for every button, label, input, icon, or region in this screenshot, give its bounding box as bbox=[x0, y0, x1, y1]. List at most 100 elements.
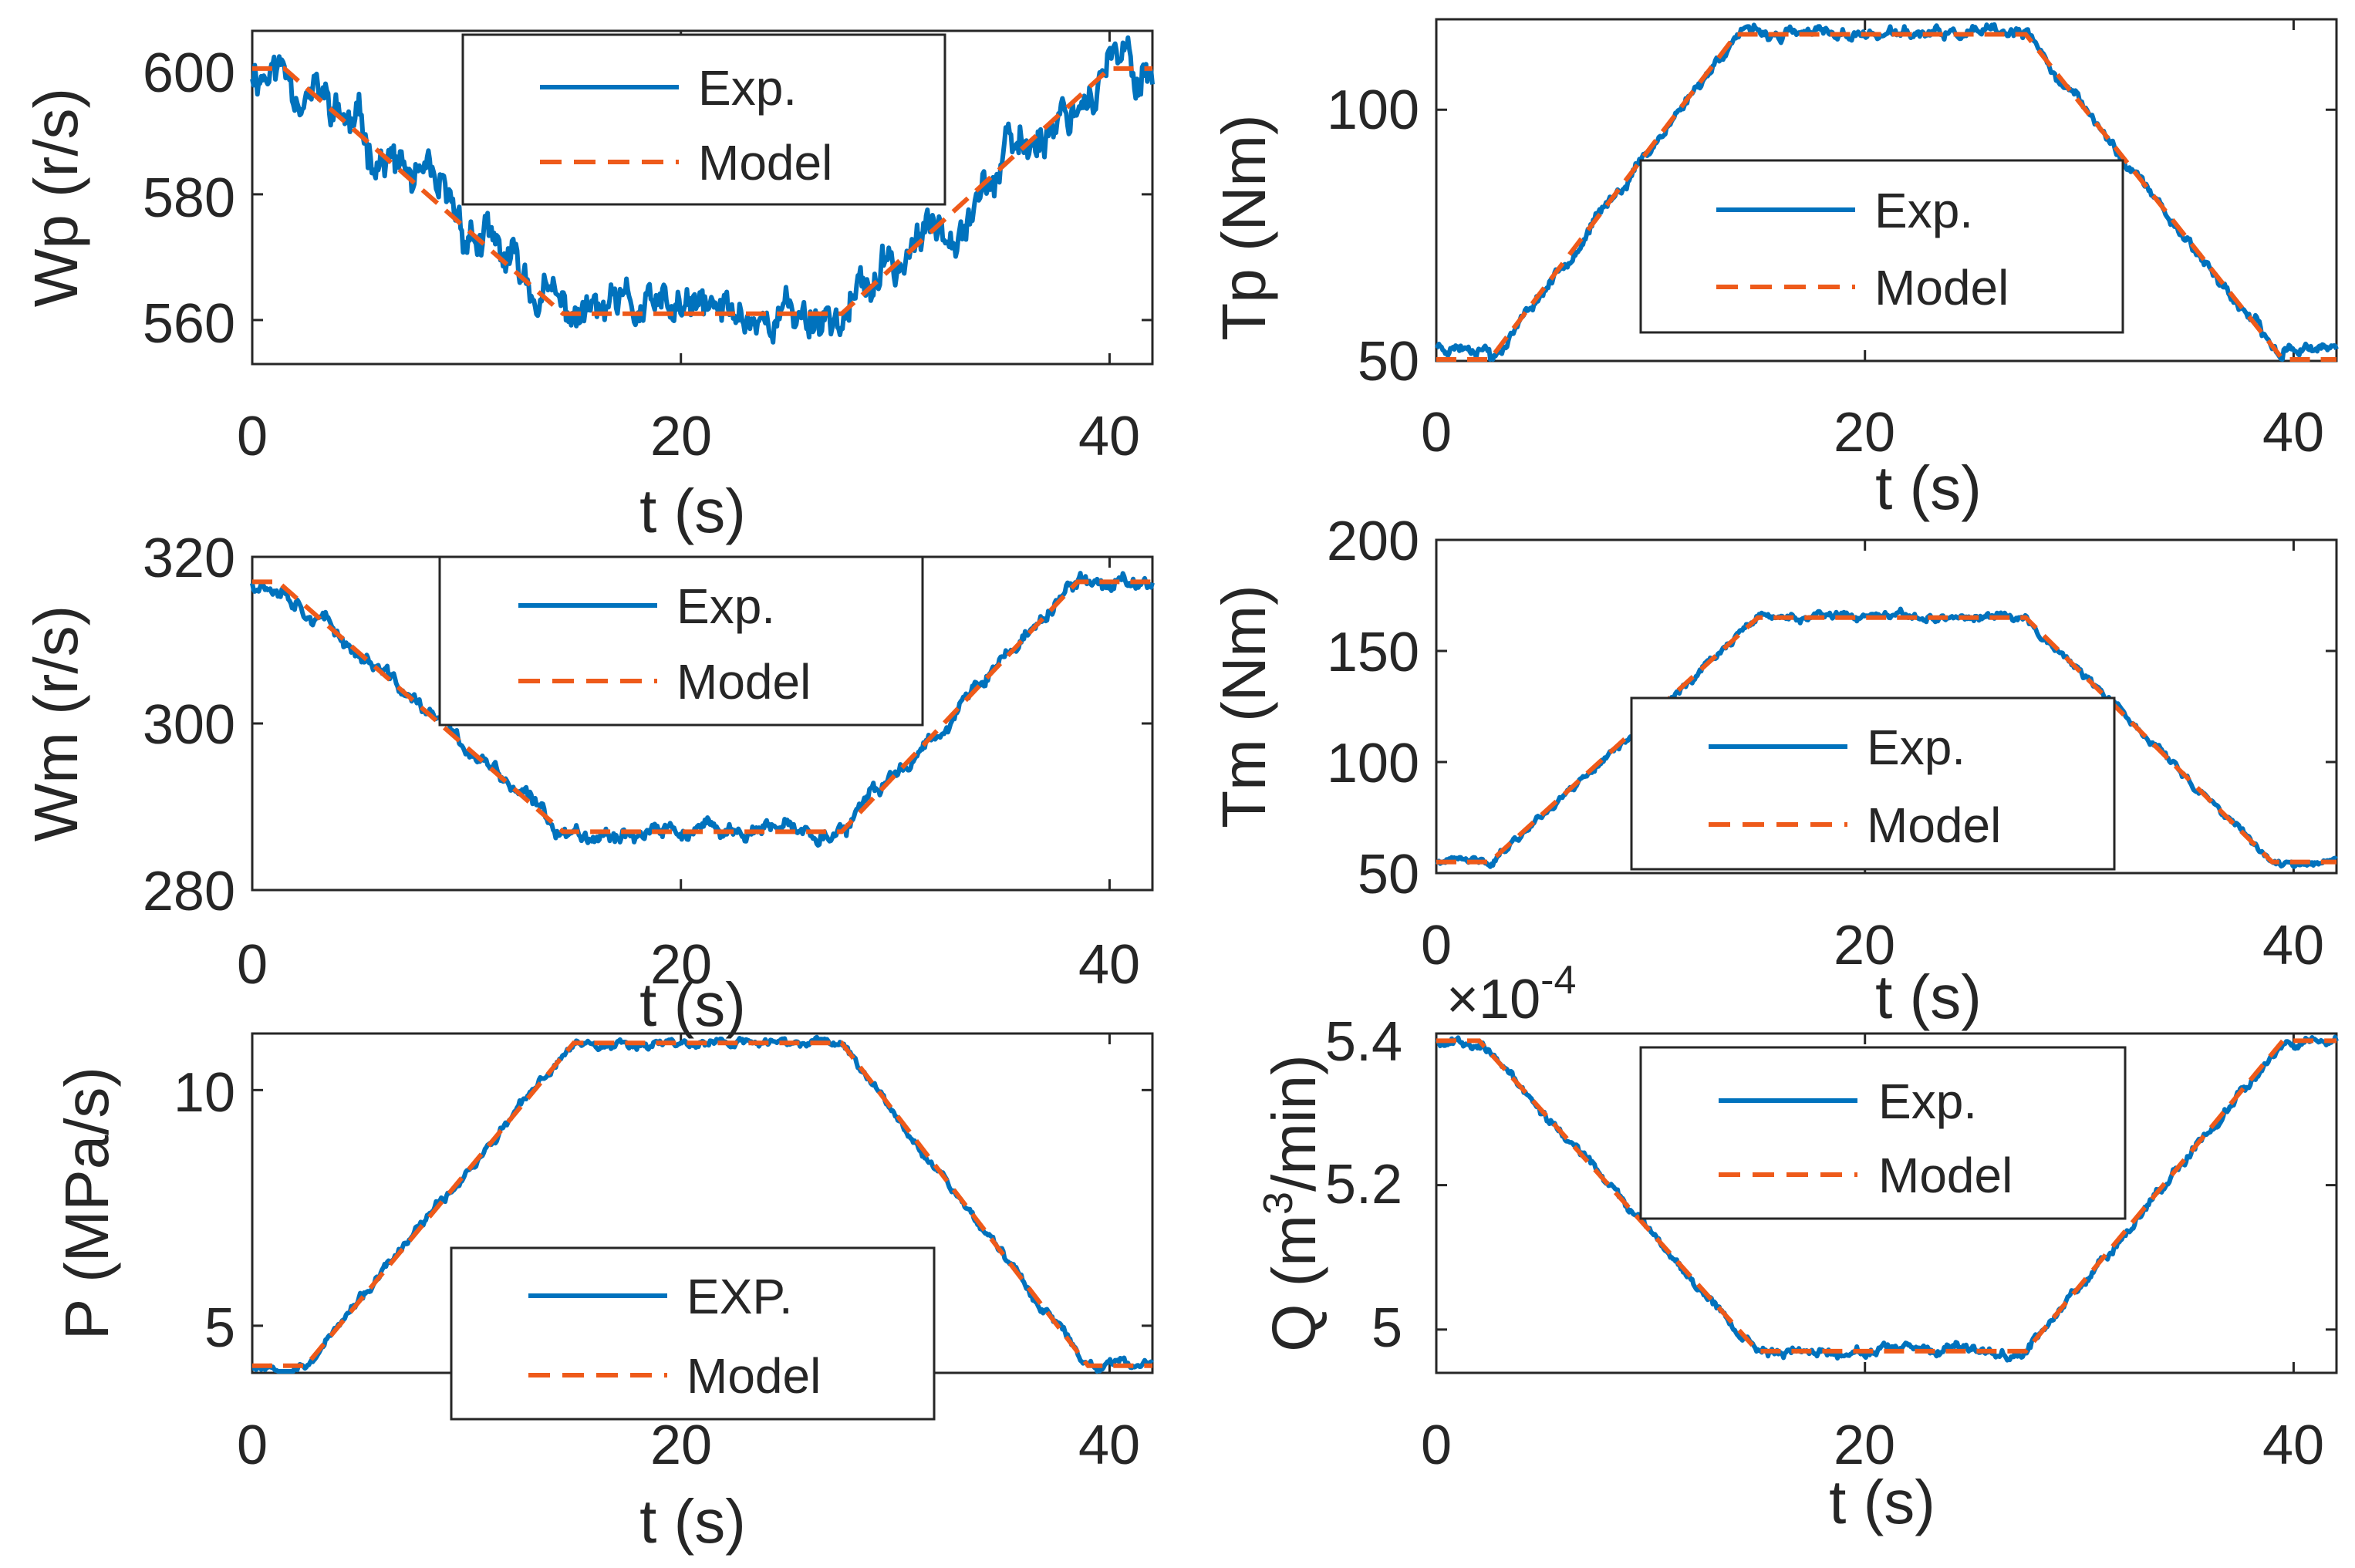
q-ytick-5: 5 bbox=[1372, 1297, 1402, 1359]
tp-legend: Exp. Model bbox=[1639, 159, 2124, 334]
wm-legend-model-label: Model bbox=[676, 654, 811, 710]
q-series-layer bbox=[1435, 1034, 2339, 1373]
panel-p: 0 20 40 5 10 t (s) P (MPa/s) EXP. Model bbox=[52, 1032, 1154, 1556]
tm-series-layer bbox=[1435, 538, 2338, 875]
tp-ytick-100: 100 bbox=[1327, 79, 1419, 141]
tm-legend-box bbox=[1630, 696, 2116, 871]
wp-legend: Exp. Model bbox=[461, 33, 946, 206]
tm-axes-box bbox=[1435, 538, 2338, 875]
tm-ytick-100: 100 bbox=[1327, 733, 1419, 794]
p-xtick-0: 0 bbox=[237, 1415, 268, 1476]
tm-ytick-150: 150 bbox=[1327, 622, 1419, 683]
wp-ytick-600: 600 bbox=[143, 42, 235, 104]
wp-xtick-20: 20 bbox=[650, 406, 712, 467]
wp-ylabel: Wp (r/s) bbox=[22, 88, 90, 307]
wp-legend-exp-label: Exp. bbox=[698, 60, 797, 116]
q-ylabel: Q (m3/min) bbox=[1255, 1054, 1328, 1352]
wm-legend-exp-label: Exp. bbox=[676, 578, 775, 634]
p-xtick-20: 20 bbox=[650, 1415, 712, 1476]
panel-wp: 0 20 40 560 580 600 t (s) Wp (r/s) Exp. … bbox=[22, 29, 1155, 545]
wp-xtick-0: 0 bbox=[237, 406, 268, 467]
q-legend-model-label: Model bbox=[1878, 1148, 2013, 1203]
tm-xtick-40: 40 bbox=[2262, 915, 2324, 976]
wm-model-line bbox=[252, 579, 1152, 835]
p-ylabel: P (MPa/s) bbox=[52, 1067, 121, 1340]
q-axes-box bbox=[1435, 1032, 2338, 1374]
wm-xtick-40: 40 bbox=[1078, 934, 1140, 996]
tp-xtick-40: 40 bbox=[2262, 402, 2324, 464]
p-legend: EXP. Model bbox=[450, 1246, 936, 1421]
tm-xlabel: t (s) bbox=[1875, 963, 1982, 1031]
q-ylabel-tail: /min) bbox=[1260, 1054, 1328, 1192]
p-series-layer bbox=[251, 1034, 1154, 1374]
wm-ytick-320: 320 bbox=[143, 528, 235, 589]
p-xtick-40: 40 bbox=[1078, 1415, 1140, 1476]
tp-legend-box bbox=[1639, 159, 2124, 334]
tp-ytick-50: 50 bbox=[1358, 331, 1419, 393]
tp-legend-model-label: Model bbox=[1874, 260, 2009, 315]
panel-q: 0 20 40 5 5.2 5.4 ×10-4 t (s) Q (m3/min)… bbox=[1255, 958, 2339, 1536]
tm-ytick-50: 50 bbox=[1358, 844, 1419, 905]
tp-exp-line bbox=[1434, 22, 2339, 362]
wp-model-line bbox=[252, 66, 1152, 316]
p-legend-exp-label: EXP. bbox=[687, 1269, 793, 1324]
wp-xtick-40: 40 bbox=[1078, 406, 1140, 467]
wp-exp-line bbox=[250, 35, 1155, 345]
q-legend: Exp. Model bbox=[1639, 1046, 2127, 1220]
wm-ylabel: Wm (r/s) bbox=[22, 605, 90, 842]
wp-ytick-560: 560 bbox=[143, 293, 235, 355]
q-xtick-0: 0 bbox=[1421, 1415, 1452, 1476]
q-ylabel-main: Q (m bbox=[1260, 1215, 1328, 1352]
wp-ytick-580: 580 bbox=[143, 167, 235, 229]
wm-xtick-0: 0 bbox=[237, 934, 268, 996]
q-xtick-40: 40 bbox=[2262, 1415, 2324, 1476]
wm-ytick-280: 280 bbox=[143, 861, 235, 922]
p-ytick-10: 10 bbox=[174, 1062, 235, 1124]
p-legend-box bbox=[450, 1246, 936, 1421]
q-ytick-5-4: 5.4 bbox=[1325, 1011, 1402, 1073]
wp-legend-box bbox=[461, 33, 946, 206]
q-xlabel: t (s) bbox=[1829, 1468, 1935, 1536]
wm-ytick-300: 300 bbox=[143, 694, 235, 756]
tp-xtick-20: 20 bbox=[1834, 402, 1895, 464]
p-ytick-5: 5 bbox=[204, 1297, 235, 1359]
wm-legend: Exp. Model bbox=[438, 555, 924, 727]
panel-tm: 0 20 40 50 100 150 200 t (s) Tm (Nm) Exp… bbox=[1210, 511, 2338, 1031]
q-exponent-power: -4 bbox=[1540, 958, 1576, 1003]
tp-series-layer bbox=[1434, 19, 2339, 362]
wp-legend-model-label: Model bbox=[698, 135, 832, 191]
panel-wm: 0 20 40 280 300 320 t (s) Wm (r/s) Exp. … bbox=[22, 528, 1155, 1039]
tp-xlabel: t (s) bbox=[1875, 454, 1982, 522]
wp-axes-box bbox=[251, 29, 1154, 366]
tm-model-line bbox=[1436, 615, 2336, 865]
q-legend-box bbox=[1639, 1046, 2127, 1220]
wp-xlabel: t (s) bbox=[639, 477, 746, 545]
tm-ylabel: Tm (Nm) bbox=[1210, 585, 1278, 828]
p-model-line bbox=[252, 1040, 1152, 1368]
q-xtick-20: 20 bbox=[1834, 1415, 1895, 1476]
wm-xtick-20: 20 bbox=[650, 934, 712, 996]
tm-xtick-20: 20 bbox=[1834, 915, 1895, 976]
panel-tp: 0 20 40 50 100 t (s) Tp (Nm) Exp. Model bbox=[1210, 18, 2339, 522]
tm-ytick-200: 200 bbox=[1327, 511, 1419, 572]
tm-legend-model-label: Model bbox=[1867, 797, 2001, 853]
tp-legend-exp-label: Exp. bbox=[1874, 183, 1973, 238]
q-exponent-base: ×10 bbox=[1446, 969, 1540, 1030]
q-ytick-5-2: 5.2 bbox=[1325, 1154, 1402, 1216]
tm-xtick-0: 0 bbox=[1421, 915, 1452, 976]
tp-axes-box bbox=[1435, 18, 2338, 362]
wm-xlabel: t (s) bbox=[639, 970, 746, 1039]
tm-legend-exp-label: Exp. bbox=[1867, 720, 1965, 775]
p-xlabel: t (s) bbox=[639, 1487, 746, 1556]
q-legend-exp-label: Exp. bbox=[1878, 1074, 1977, 1129]
q-model-line bbox=[1436, 1038, 2336, 1354]
tp-ylabel: Tp (Nm) bbox=[1210, 114, 1278, 340]
tm-legend: Exp. Model bbox=[1630, 696, 2116, 871]
q-ylabel-sup: 3 bbox=[1255, 1192, 1301, 1215]
p-legend-model-label: Model bbox=[687, 1348, 821, 1404]
tp-model-line bbox=[1436, 32, 2336, 362]
wm-series-layer bbox=[250, 555, 1155, 892]
tp-xtick-0: 0 bbox=[1421, 402, 1452, 464]
wm-legend-box bbox=[438, 555, 924, 727]
